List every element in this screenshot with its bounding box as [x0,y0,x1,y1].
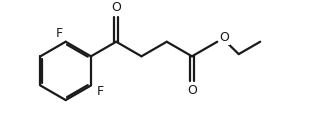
Text: O: O [219,31,229,44]
Text: F: F [55,27,62,40]
Text: O: O [111,1,121,14]
Text: O: O [187,84,197,97]
Text: F: F [97,85,104,98]
